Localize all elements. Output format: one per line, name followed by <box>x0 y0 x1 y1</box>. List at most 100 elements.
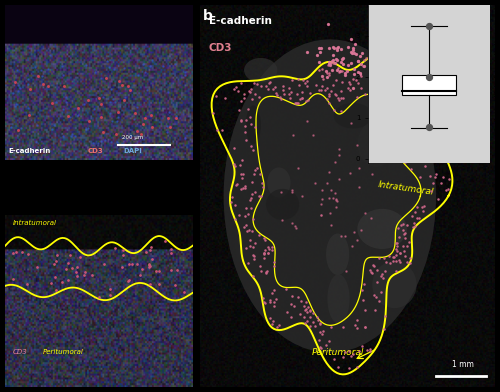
Point <box>312 82 320 88</box>
Point <box>414 151 422 157</box>
Point <box>406 155 414 161</box>
Point <box>293 100 301 106</box>
Point <box>306 308 314 314</box>
Point <box>111 245 119 251</box>
Point <box>286 94 294 101</box>
Point <box>331 190 339 196</box>
Point <box>315 337 323 343</box>
Point <box>347 353 355 359</box>
Ellipse shape <box>234 216 261 267</box>
Point <box>366 346 374 352</box>
Point <box>146 262 154 269</box>
Point <box>106 99 114 105</box>
Point <box>370 156 378 163</box>
Point <box>326 210 334 216</box>
Point <box>182 69 190 75</box>
Point <box>59 132 67 139</box>
Point <box>88 272 96 278</box>
Point <box>309 131 317 138</box>
Point <box>407 166 415 172</box>
Point <box>399 243 407 249</box>
Point <box>332 77 340 83</box>
Point <box>422 163 430 169</box>
Point <box>324 21 332 27</box>
Point <box>252 165 260 172</box>
Point <box>425 124 433 130</box>
Point <box>395 257 403 263</box>
Point <box>377 54 385 61</box>
Point <box>392 252 400 258</box>
Point <box>242 183 250 189</box>
Point <box>260 255 268 261</box>
Point <box>80 272 88 278</box>
Point <box>181 72 189 78</box>
Point <box>346 120 354 126</box>
Point <box>119 247 127 254</box>
Text: Peritumoral: Peritumoral <box>42 349 84 355</box>
Point <box>108 118 116 124</box>
Point <box>403 259 411 265</box>
Point <box>300 307 308 313</box>
Point <box>394 225 402 231</box>
Point <box>358 287 366 293</box>
Point <box>304 118 312 124</box>
Point <box>318 212 326 218</box>
Point <box>354 58 362 65</box>
Point <box>264 244 272 250</box>
Point <box>230 161 238 167</box>
Point <box>294 91 302 97</box>
Point <box>234 181 241 187</box>
Point <box>269 318 277 324</box>
Point <box>314 67 322 73</box>
Point <box>358 297 366 303</box>
Point <box>373 267 381 273</box>
Point <box>346 87 354 93</box>
Point <box>318 196 326 202</box>
Point <box>137 131 145 137</box>
Point <box>64 277 72 283</box>
Point <box>72 269 80 275</box>
Point <box>286 301 294 307</box>
Point <box>250 147 258 154</box>
Point <box>356 61 364 67</box>
Point <box>139 61 147 67</box>
Ellipse shape <box>266 189 299 220</box>
Point <box>318 330 326 337</box>
Point <box>248 228 256 234</box>
Point <box>152 268 160 274</box>
Point <box>62 94 70 100</box>
Point <box>296 298 304 304</box>
Point <box>32 64 40 71</box>
Point <box>347 60 355 66</box>
Point <box>316 320 324 326</box>
Point <box>330 44 338 50</box>
Point <box>120 97 128 103</box>
Point <box>346 49 354 55</box>
Point <box>294 165 302 171</box>
Point <box>173 267 181 273</box>
Point <box>12 67 20 73</box>
Point <box>288 220 296 226</box>
Point <box>377 273 385 279</box>
Point <box>324 180 332 186</box>
Point <box>256 83 264 89</box>
Ellipse shape <box>328 274 349 323</box>
Point <box>239 171 247 177</box>
Point <box>68 133 76 139</box>
Point <box>368 270 376 276</box>
Point <box>362 323 370 330</box>
Ellipse shape <box>358 121 395 167</box>
Point <box>286 89 294 95</box>
Point <box>344 348 352 354</box>
Point <box>52 99 60 105</box>
Point <box>324 60 332 67</box>
Point <box>334 95 342 102</box>
Point <box>106 110 114 116</box>
Point <box>390 127 398 133</box>
Point <box>148 123 156 130</box>
Point <box>306 90 314 96</box>
Point <box>343 67 351 74</box>
Point <box>442 187 450 194</box>
Point <box>401 253 409 259</box>
Point <box>112 131 120 138</box>
